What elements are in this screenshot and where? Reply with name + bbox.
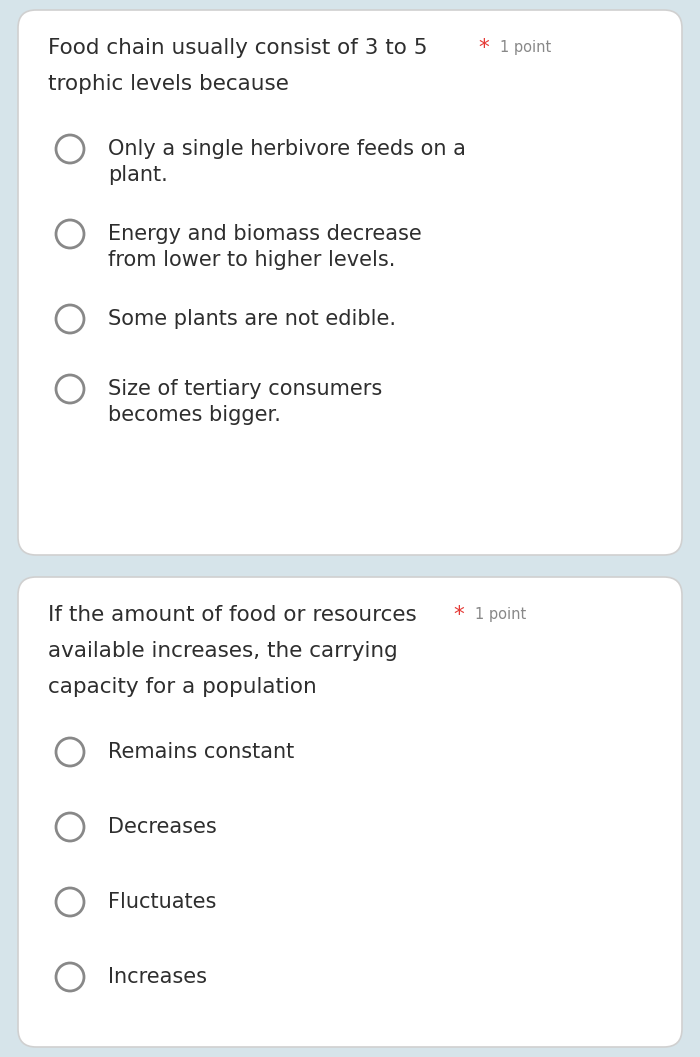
Text: Energy and biomass decrease
from lower to higher levels.: Energy and biomass decrease from lower t… [108,224,421,270]
Text: Remains constant: Remains constant [108,742,294,762]
Circle shape [56,813,84,841]
Circle shape [56,305,84,333]
Text: Only a single herbivore feeds on a
plant.: Only a single herbivore feeds on a plant… [108,140,466,185]
Text: 1 point: 1 point [500,40,552,55]
Text: *: * [453,605,463,625]
Text: 1 point: 1 point [475,607,526,622]
FancyBboxPatch shape [18,577,682,1047]
Text: Size of tertiary consumers
becomes bigger.: Size of tertiary consumers becomes bigge… [108,379,382,425]
Circle shape [56,738,84,766]
Text: Decreases: Decreases [108,817,217,837]
Text: Fluctuates: Fluctuates [108,892,216,912]
Circle shape [56,220,84,248]
FancyBboxPatch shape [18,10,682,555]
Text: Increases: Increases [108,967,207,987]
Text: Food chain usually consist of 3 to 5: Food chain usually consist of 3 to 5 [48,38,428,58]
Text: available increases, the carrying: available increases, the carrying [48,641,398,661]
Circle shape [56,135,84,163]
Circle shape [56,375,84,403]
Circle shape [56,888,84,916]
Text: *: * [478,38,489,58]
Circle shape [56,963,84,991]
Text: trophic levels because: trophic levels because [48,74,289,94]
Text: If the amount of food or resources: If the amount of food or resources [48,605,416,625]
Text: capacity for a population: capacity for a population [48,676,316,697]
Text: Some plants are not edible.: Some plants are not edible. [108,309,396,329]
